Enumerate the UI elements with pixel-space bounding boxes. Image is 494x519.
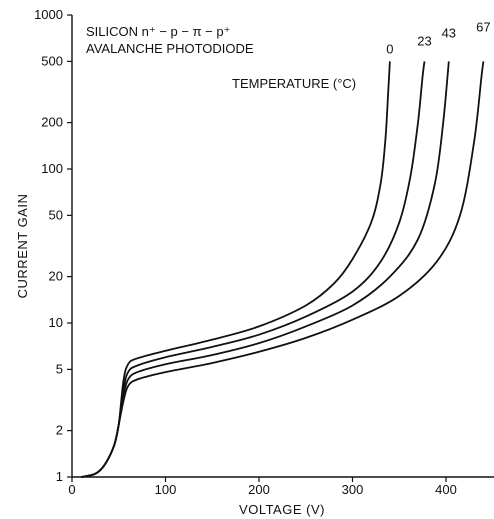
x-axis-title: VOLTAGE (V) bbox=[239, 502, 325, 517]
y-tick-label: 500 bbox=[41, 53, 63, 68]
legend-title: TEMPERATURE (°C) bbox=[232, 76, 356, 91]
chart-title-line1: SILICON n⁺ − p − π − p⁺ bbox=[86, 24, 230, 39]
y-tick-label: 200 bbox=[41, 115, 63, 130]
series-label-0: 0 bbox=[386, 41, 393, 56]
series-line-23 bbox=[81, 61, 426, 478]
series-label-43: 43 bbox=[442, 25, 456, 40]
y-tick-label: 20 bbox=[49, 269, 63, 284]
x-tick-label: 400 bbox=[435, 482, 457, 497]
y-tick-label: 2 bbox=[56, 423, 63, 438]
x-tick-label: 300 bbox=[342, 482, 364, 497]
y-tick-label: 1 bbox=[56, 469, 63, 484]
plot-frame bbox=[71, 15, 494, 478]
ticks bbox=[67, 14, 447, 482]
y-tick-label: 100 bbox=[41, 161, 63, 176]
labels: 0 100 200 300 400 1 2 5 10 20 50 100 200 500 1000 0 23 43… bbox=[34, 7, 491, 497]
x-tick-label: 100 bbox=[155, 482, 177, 497]
series-line-0 bbox=[81, 61, 391, 478]
chart-title-line2: AVALANCHE PHOTODIODE bbox=[86, 41, 254, 56]
y-tick-label: 10 bbox=[49, 315, 63, 330]
y-axis-title: CURRENT GAIN bbox=[15, 194, 30, 299]
x-tick-label: 200 bbox=[248, 482, 270, 497]
y-tick-label: 5 bbox=[56, 361, 63, 376]
series-line-43 bbox=[81, 61, 450, 478]
y-tick-label: 1000 bbox=[34, 7, 63, 22]
series-line-67 bbox=[81, 61, 485, 478]
curves bbox=[81, 61, 485, 478]
y-tick-label: 50 bbox=[49, 207, 63, 222]
series-label-67: 67 bbox=[476, 19, 490, 34]
x-tick-label: 0 bbox=[68, 482, 75, 497]
series-label-23: 23 bbox=[417, 33, 431, 48]
